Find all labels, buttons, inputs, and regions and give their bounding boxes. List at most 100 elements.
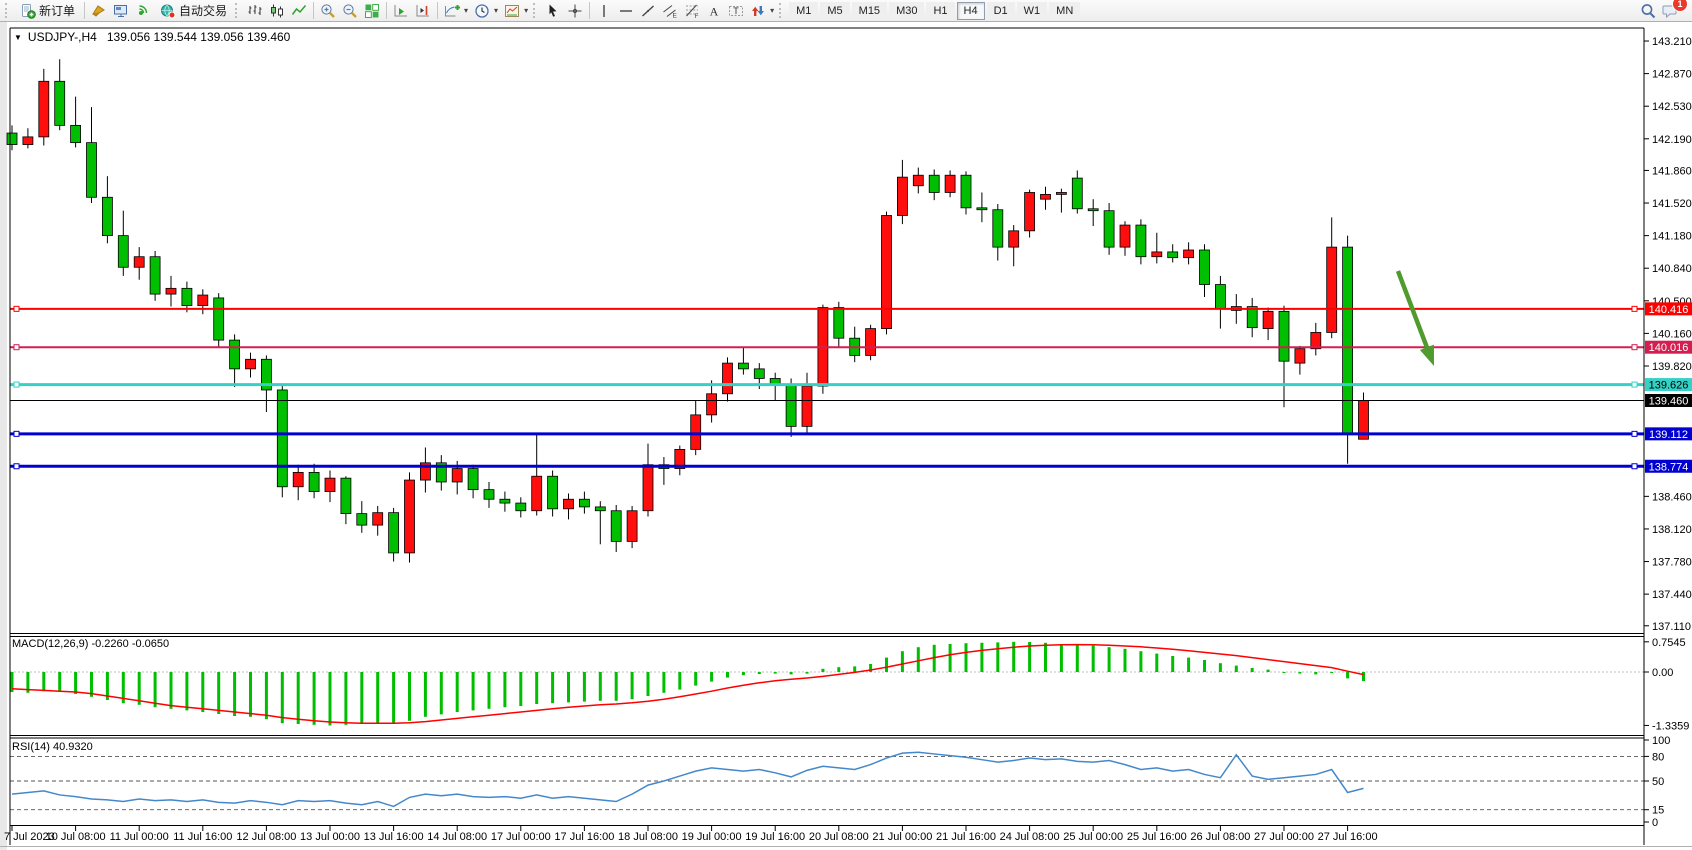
- fibonacci-button[interactable]: F: [681, 1, 703, 21]
- svg-text:142.190: 142.190: [1652, 134, 1692, 146]
- timeframe-mn-button[interactable]: MN: [1049, 1, 1081, 20]
- line-chart-button[interactable]: [288, 1, 310, 21]
- timeframe-d1-button[interactable]: D1: [986, 1, 1015, 20]
- search-icon: [1640, 3, 1656, 19]
- svg-text:24 Jul 08:00: 24 Jul 08:00: [1000, 831, 1060, 843]
- templates-button[interactable]: ▾: [501, 1, 531, 21]
- chevron-down-icon[interactable]: ▼: [14, 33, 22, 42]
- svg-text:10 Jul 08:00: 10 Jul 08:00: [46, 831, 106, 843]
- timeframe-m15-button[interactable]: M15: [851, 1, 888, 20]
- svg-text:143.210: 143.210: [1652, 36, 1692, 48]
- text-button[interactable]: A: [703, 1, 725, 21]
- arrows-icon: [750, 3, 766, 19]
- svg-text:139.460: 139.460: [1649, 395, 1689, 407]
- autotrading-label: 自动交易: [179, 4, 228, 18]
- svg-text:139.112: 139.112: [1649, 429, 1688, 441]
- svg-text:50: 50: [1652, 776, 1664, 788]
- chart-shift-button[interactable]: [412, 1, 434, 21]
- notification-badge[interactable]: 1: [1672, 0, 1688, 12]
- autotrading-button[interactable]: 自动交易: [154, 1, 233, 21]
- tile-windows-button[interactable]: [361, 1, 383, 21]
- line-chart-icon: [291, 3, 307, 19]
- terminal-button[interactable]: [110, 1, 132, 21]
- autotrading-globe-icon: [160, 3, 176, 19]
- text-label-button[interactable]: T: [725, 1, 747, 21]
- signals-button[interactable]: [132, 1, 154, 21]
- svg-text:137.440: 137.440: [1652, 589, 1692, 601]
- timeframe-h4-button[interactable]: H4: [956, 1, 985, 20]
- svg-text:0: 0: [1652, 817, 1658, 829]
- zoom-out-button[interactable]: [339, 1, 361, 21]
- chevron-down-icon: ▾: [770, 6, 775, 15]
- svg-text:137.110: 137.110: [1652, 621, 1691, 633]
- indicators-button[interactable]: ▾: [441, 1, 471, 21]
- svg-text:T: T: [733, 6, 739, 16]
- timeframe-m30-button[interactable]: M30: [889, 1, 925, 20]
- timeframe-group: M1 M5 M15 M30 H1 H4 D1 W1 MN: [788, 1, 1081, 20]
- timeframe-h1-button[interactable]: H1: [926, 1, 955, 20]
- svg-text:15: 15: [1652, 805, 1664, 817]
- svg-text:25 Jul 00:00: 25 Jul 00:00: [1063, 831, 1123, 843]
- auto-scroll-button[interactable]: [390, 1, 412, 21]
- toolbar: 新订单 自动交易 ▾ ▾ ▾ E F A T ▾: [0, 0, 1692, 22]
- timeframe-m5-button[interactable]: M5: [820, 1, 850, 20]
- svg-text:-1.3359: -1.3359: [1652, 720, 1689, 732]
- level-lines[interactable]: 140.416 140.016 139.626 139.460 139.112 138.7…: [10, 302, 1692, 473]
- horizontal-line-button[interactable]: [615, 1, 637, 21]
- svg-text:19 Jul 00:00: 19 Jul 00:00: [682, 831, 742, 843]
- periods-button[interactable]: ▾: [471, 1, 501, 21]
- toolbar-grip: [533, 3, 538, 18]
- chart-title: ▼ USDJPY-,H4 139.056 139.544 139.056 139.4…: [14, 30, 290, 44]
- svg-text:141.180: 141.180: [1652, 231, 1692, 243]
- signals-icon: [135, 3, 151, 19]
- chart-shift-icon: [415, 3, 431, 19]
- indicators-icon: [444, 3, 461, 19]
- chart-frame: [0, 27, 1692, 847]
- svg-text:19 Jul 16:00: 19 Jul 16:00: [745, 831, 805, 843]
- chevron-down-icon: ▾: [464, 6, 469, 15]
- new-order-label: 新订单: [39, 4, 76, 18]
- separator: [313, 2, 315, 19]
- arrows-button[interactable]: ▾: [747, 1, 777, 21]
- quotes-button[interactable]: [88, 1, 110, 21]
- zoom-in-button[interactable]: [317, 1, 339, 21]
- zoom-in-icon: [320, 3, 336, 19]
- svg-text:11 Jul 00:00: 11 Jul 00:00: [110, 831, 169, 843]
- separator: [386, 2, 388, 19]
- tile-windows-icon: [364, 3, 380, 19]
- trendline-button[interactable]: [637, 1, 659, 21]
- down-arrow-annotation[interactable]: [1419, 344, 1434, 366]
- toolbar-grip: [5, 3, 10, 18]
- timeframe-w1-button[interactable]: W1: [1016, 1, 1048, 20]
- price-axis[interactable]: 143.210 142.870 142.530 142.190 141.860 141.5…: [1644, 36, 1692, 633]
- rsi-panel: 100 80 50 150: [10, 735, 1670, 829]
- chevron-down-icon: ▾: [524, 6, 529, 15]
- svg-text:25 Jul 16:00: 25 Jul 16:00: [1127, 831, 1187, 843]
- candlestick-chart-button[interactable]: [266, 1, 288, 21]
- equidistant-channel-button[interactable]: E: [659, 1, 681, 21]
- crosshair-button[interactable]: [564, 1, 586, 21]
- timeframe-m1-button[interactable]: M1: [789, 1, 819, 20]
- svg-text:E: E: [673, 12, 678, 19]
- vertical-line-button[interactable]: [593, 1, 615, 21]
- chevron-down-icon: ▾: [494, 6, 499, 15]
- fibonacci-icon: F: [684, 3, 700, 20]
- bar-chart-button[interactable]: [244, 1, 266, 21]
- rsi-indicator-label: RSI(14) 40.9320: [12, 741, 93, 753]
- svg-text:141.860: 141.860: [1652, 165, 1692, 177]
- annotations[interactable]: [1395, 270, 1434, 366]
- new-order-button[interactable]: 新订单: [14, 1, 81, 21]
- search-button[interactable]: [1637, 1, 1659, 21]
- toolbar-grip: [779, 3, 784, 18]
- svg-text:21 Jul 16:00: 21 Jul 16:00: [936, 831, 996, 843]
- cursor-button[interactable]: [542, 1, 564, 21]
- cursor-icon: [545, 3, 561, 19]
- clock-icon: [474, 3, 490, 19]
- svg-text:27 Jul 00:00: 27 Jul 00:00: [1254, 831, 1314, 843]
- ohlc-values: 139.056 139.544 139.056 139.460: [106, 30, 291, 44]
- svg-text:11 Jul 16:00: 11 Jul 16:00: [173, 831, 232, 843]
